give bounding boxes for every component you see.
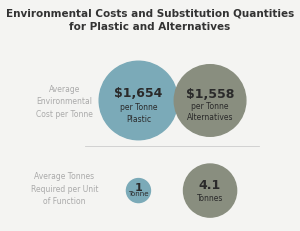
Text: Average Tonnes
Required per Unit
of Function: Average Tonnes Required per Unit of Func… xyxy=(31,172,98,207)
Text: Environmental Costs and Substitution Quantities
for Plastic and Alternatives: Environmental Costs and Substitution Qua… xyxy=(6,8,294,32)
Circle shape xyxy=(99,61,178,140)
Text: per Tonne: per Tonne xyxy=(120,103,157,112)
Circle shape xyxy=(174,65,246,136)
Text: per Tonne: per Tonne xyxy=(191,102,229,111)
Circle shape xyxy=(184,164,237,217)
Text: Tonne: Tonne xyxy=(128,191,149,197)
Text: 1: 1 xyxy=(135,183,142,193)
Text: Plastic: Plastic xyxy=(126,115,151,124)
Text: $1,654: $1,654 xyxy=(114,87,163,100)
Text: Average
Environmental
Cost per Tonne: Average Environmental Cost per Tonne xyxy=(36,85,93,119)
Text: Alternatives: Alternatives xyxy=(187,113,233,122)
Text: $1,558: $1,558 xyxy=(186,88,234,100)
Text: 4.1: 4.1 xyxy=(199,179,221,192)
Circle shape xyxy=(126,179,151,203)
Text: Tonnes: Tonnes xyxy=(197,194,223,203)
